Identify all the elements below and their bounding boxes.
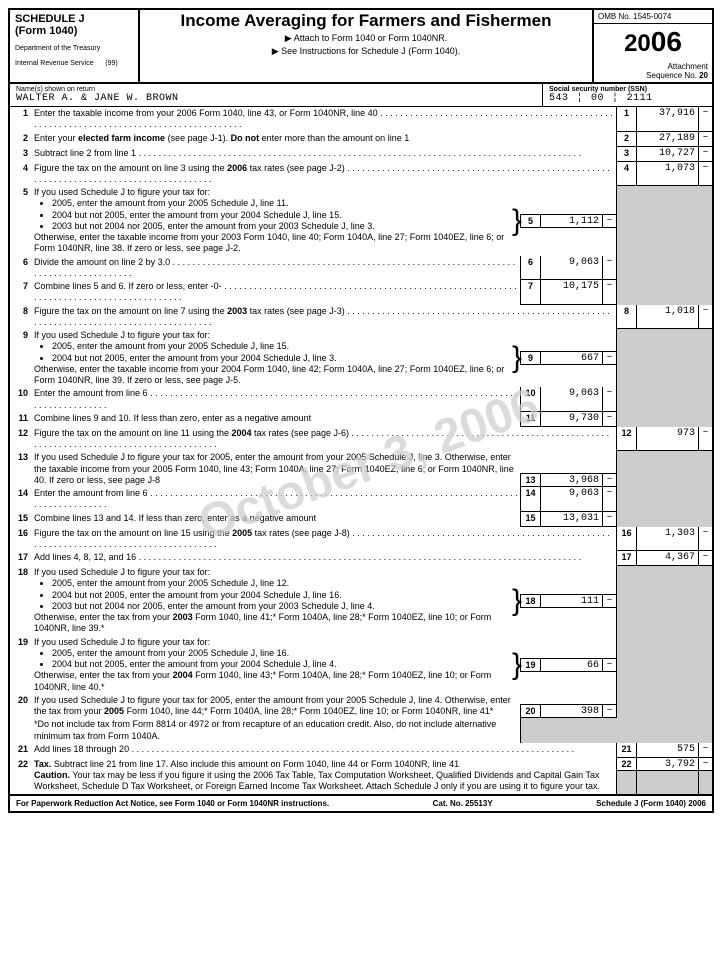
ssn-label: Social security number (SSN)	[549, 86, 706, 93]
brace-icon: }	[512, 653, 520, 677]
ssn-block: Social security number (SSN) 543¦00¦2111	[542, 84, 712, 106]
header-right: OMB No. 1545-0074 2006 AttachmentSequenc…	[592, 10, 712, 82]
header-center: Income Averaging for Farmers and Fisherm…	[140, 10, 592, 82]
line-3: 3 Subtract line 2 from line 1 310,727–	[10, 147, 712, 162]
line-12-value: 973	[636, 427, 698, 452]
line-1-value: 37,916	[636, 107, 698, 132]
line-1: 1 Enter the taxable income from your 200…	[10, 107, 712, 132]
attachment-seq: AttachmentSequence No. 20	[594, 60, 712, 82]
line-21-value: 575	[636, 743, 698, 758]
line-18-value: 111	[540, 594, 602, 608]
line-9: 9 If you used Schedule J to figure your …	[10, 329, 712, 387]
schedule-label: SCHEDULE J	[15, 13, 133, 25]
line-20: 20 If you used Schedule J to figure your…	[10, 694, 712, 719]
brace-icon: }	[512, 589, 520, 613]
ssn-value: 543¦00¦2111	[549, 93, 706, 104]
line-8: 8 Figure the tax on the amount on line 7…	[10, 305, 712, 330]
footer-cat: Cat. No. 25513Y	[433, 799, 493, 808]
line-10: 10 Enter the amount from line 6 109,063–	[10, 387, 712, 412]
footer-left: For Paperwork Reduction Act Notice, see …	[16, 799, 329, 808]
line-11-value: 9,730	[540, 412, 602, 427]
footer-right: Schedule J (Form 1040) 2006	[596, 799, 706, 808]
name-block: Name(s) shown on return WALTER A. & JANE…	[10, 84, 542, 106]
line-17-value: 4,367	[636, 551, 698, 566]
line-16-value: 1,303	[636, 527, 698, 552]
line-15-value: 13,031	[540, 512, 602, 527]
see-instruction: See Instructions for Schedule J (Form 10…	[145, 46, 587, 57]
line-17: 17 Add lines 4, 8, 12, and 16 174,367–	[10, 551, 712, 566]
brace-icon: }	[512, 346, 520, 370]
line-12: 12 Figure the tax on the amount on line …	[10, 427, 712, 452]
form-body: October 3, 2006 1 Enter the taxable inco…	[10, 107, 712, 794]
line-16: 16 Figure the tax on the amount on line …	[10, 527, 712, 552]
line-5: 5 If you used Schedule J to figure your …	[10, 186, 712, 256]
omb-number: OMB No. 1545-0074	[594, 10, 712, 24]
taxpayer-name: WALTER A. & JANE W. BROWN	[16, 93, 536, 104]
line-3-value: 10,727	[636, 147, 698, 162]
line-4-value: 1,073	[636, 162, 698, 187]
line-2: 2 Enter your elected farm income (see pa…	[10, 132, 712, 147]
attach-instruction: Attach to Form 1040 or Form 1040NR.	[145, 33, 587, 44]
irs-label: Internal Revenue Service (99)	[15, 60, 133, 67]
line-22-value: 3,792	[636, 758, 698, 771]
line-6-value: 9,063	[540, 256, 602, 281]
line-22: 22 Tax. Subtract line 21 from line 17. A…	[10, 758, 712, 794]
line-2-value: 27,189	[636, 132, 698, 147]
schedule-j-form: SCHEDULE J (Form 1040) Department of the…	[8, 8, 714, 813]
line-21: 21 Add lines 18 through 20 21575–	[10, 743, 712, 758]
line-18: 18 If you used Schedule J to figure your…	[10, 566, 712, 636]
line-11: 11 Combine lines 9 and 10. If less than …	[10, 412, 712, 427]
brace-icon: }	[512, 209, 520, 233]
line-14-value: 9,063	[540, 487, 602, 512]
name-label: Name(s) shown on return	[16, 86, 536, 93]
line-13: 13 If you used Schedule J to figure your…	[10, 451, 712, 487]
line-7: 7 Combine lines 5 and 6. If zero or less…	[10, 280, 712, 305]
footnote: *Do not include tax from Form 8814 or 49…	[10, 718, 712, 743]
form-number: (Form 1040)	[15, 25, 133, 37]
line-10-value: 9,063	[540, 387, 602, 412]
line-15: 15 Combine lines 13 and 14. If less than…	[10, 512, 712, 527]
form-header: SCHEDULE J (Form 1040) Department of the…	[10, 10, 712, 84]
line-4: 4 Figure the tax on the amount on line 3…	[10, 162, 712, 187]
line-7-value: 10,175	[540, 280, 602, 305]
line-20-value: 398	[540, 704, 602, 718]
line-19-value: 66	[540, 658, 602, 672]
form-footer: For Paperwork Reduction Act Notice, see …	[10, 794, 712, 811]
name-ssn-row: Name(s) shown on return WALTER A. & JANE…	[10, 84, 712, 107]
tax-year: 2006	[594, 24, 712, 60]
line-13-value: 3,968	[540, 473, 602, 487]
line-6: 6 Divide the amount on line 2 by 3.0 69,…	[10, 256, 712, 281]
line-5-value: 1,112	[540, 214, 602, 228]
line-14: 14 Enter the amount from line 6 149,063–	[10, 487, 712, 512]
dept-treasury: Department of the Treasury	[15, 45, 133, 52]
line-19: 19 If you used Schedule J to figure your…	[10, 636, 712, 694]
header-left: SCHEDULE J (Form 1040) Department of the…	[10, 10, 140, 82]
line-8-value: 1,018	[636, 305, 698, 330]
line-9-value: 667	[540, 351, 602, 365]
form-title: Income Averaging for Farmers and Fisherm…	[145, 12, 587, 31]
